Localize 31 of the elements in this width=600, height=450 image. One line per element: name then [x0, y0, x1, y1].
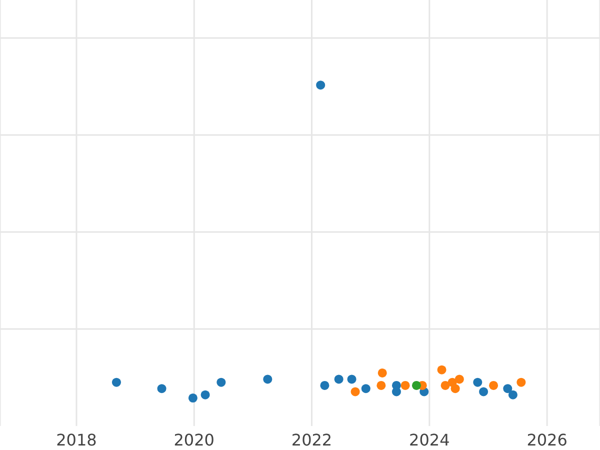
point [316, 80, 326, 90]
point [216, 378, 226, 387]
point [479, 387, 488, 396]
x-tick-label: 2020 [174, 430, 214, 450]
point [503, 384, 512, 394]
point [263, 374, 272, 384]
point [361, 384, 370, 394]
point [508, 390, 518, 400]
point [376, 380, 386, 390]
x-tick-label: 2022 [291, 430, 332, 450]
point [489, 380, 498, 390]
point [473, 378, 482, 387]
point [440, 380, 450, 390]
point [437, 365, 446, 374]
x-tick-label: 2024 [409, 430, 450, 450]
point [188, 393, 198, 402]
point [200, 390, 210, 400]
point [516, 378, 526, 387]
point [347, 374, 356, 384]
x-tick-label: 2018 [56, 430, 97, 450]
point [157, 384, 166, 394]
point [378, 368, 387, 378]
point [400, 380, 410, 390]
x-tick-label: 2026 [526, 430, 568, 450]
point [412, 380, 421, 390]
point [454, 374, 464, 384]
point [320, 380, 330, 390]
point [334, 374, 344, 384]
point [112, 378, 121, 387]
point [450, 384, 460, 394]
point [350, 387, 360, 396]
